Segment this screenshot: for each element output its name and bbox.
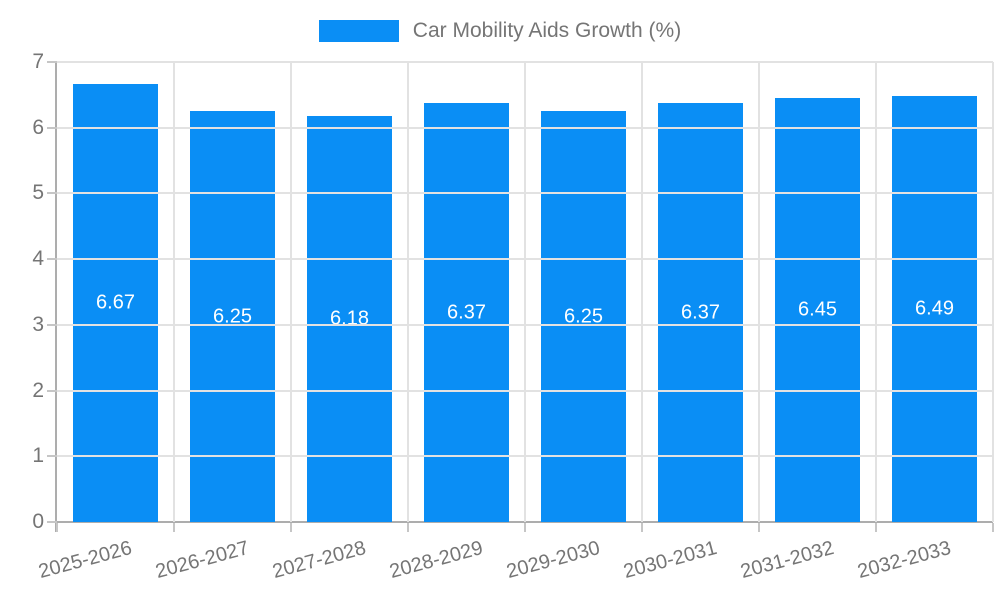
bar: 6.37 xyxy=(424,103,509,522)
bar-slot: 6.18 xyxy=(291,62,408,522)
bar: 6.37 xyxy=(658,103,743,522)
y-axis-tick xyxy=(47,192,57,195)
x-axis-line xyxy=(47,521,993,523)
bar: 6.49 xyxy=(892,95,977,522)
y-axis-tick xyxy=(47,126,57,129)
x-axis-tick-label: 2032-2033 xyxy=(855,537,954,584)
plot-area: 6.67 6.25 6.18 6.37 6.25 6.37 6.45 6.49 xyxy=(57,61,994,522)
x-axis-tick xyxy=(992,523,994,532)
y-axis-tick xyxy=(47,61,57,63)
bar: 6.67 xyxy=(73,83,158,522)
v-gridline xyxy=(407,62,409,522)
x-axis-tick-label: 2028-2029 xyxy=(387,537,486,584)
legend-label: Car Mobility Aids Growth (%) xyxy=(412,19,682,42)
y-axis-line xyxy=(55,62,57,532)
x-axis-tick-label: 2026-2027 xyxy=(153,537,252,584)
bar: 6.45 xyxy=(775,98,860,522)
x-axis-tick xyxy=(524,523,526,532)
bar-value-label: 6.25 xyxy=(213,305,252,328)
v-gridline xyxy=(173,62,175,522)
bar-slot: 6.25 xyxy=(174,62,291,522)
x-axis-tick-label: 2030-2031 xyxy=(621,537,720,584)
bar-value-label: 6.18 xyxy=(330,307,369,330)
bar: 6.25 xyxy=(190,111,275,522)
x-axis-tick-label: 2027-2028 xyxy=(270,537,369,584)
bar-value-label: 6.37 xyxy=(681,301,720,324)
bar-slot: 6.37 xyxy=(408,62,525,522)
x-axis-tick-label: 2031-2032 xyxy=(738,537,837,584)
x-axis-tick xyxy=(290,523,292,532)
y-axis-tick-label: 1 xyxy=(32,444,44,468)
y-axis-tick-label: 5 xyxy=(32,181,44,205)
y-axis-tick xyxy=(47,323,57,326)
y-axis-tick xyxy=(47,389,57,392)
bar-value-label: 6.49 xyxy=(915,297,954,320)
bar-slot: 6.45 xyxy=(759,62,876,522)
x-axis-tick xyxy=(56,523,58,532)
x-axis-tick-label: 2025-2026 xyxy=(36,537,135,584)
bar-value-label: 6.25 xyxy=(564,305,603,328)
bar: 6.25 xyxy=(541,111,626,522)
y-axis-tick-label: 7 xyxy=(32,50,44,73)
v-gridline xyxy=(290,62,292,522)
v-gridline xyxy=(758,62,760,522)
x-axis-tick xyxy=(173,523,175,532)
legend-color-swatch xyxy=(318,20,399,42)
y-axis-tick xyxy=(47,258,57,261)
v-gridline xyxy=(641,62,643,522)
y-axis-tick-label: 4 xyxy=(32,247,44,271)
bar: 6.18 xyxy=(307,115,392,522)
y-axis-tick-label: 0 xyxy=(32,510,44,533)
v-gridline xyxy=(875,62,877,522)
bar-value-label: 6.67 xyxy=(96,291,135,314)
bar-slot: 6.25 xyxy=(525,62,642,522)
bar-value-label: 6.37 xyxy=(447,301,486,324)
x-axis-tick xyxy=(641,523,643,532)
x-axis-tick-label: 2029-2030 xyxy=(504,537,603,584)
bar-value-label: 6.45 xyxy=(798,298,837,321)
bars-container: 6.67 6.25 6.18 6.37 6.25 6.37 6.45 6.49 xyxy=(57,62,993,522)
y-axis-tick-label: 6 xyxy=(32,115,44,139)
bar-slot: 6.49 xyxy=(876,62,993,522)
v-gridline xyxy=(524,62,526,522)
y-axis-tick-label: 2 xyxy=(32,378,44,402)
v-gridline xyxy=(992,62,994,522)
x-axis-tick xyxy=(758,523,760,532)
y-axis-tick xyxy=(47,455,57,458)
y-axis-tick xyxy=(47,521,57,523)
y-axis-tick-label: 3 xyxy=(32,312,44,336)
x-axis-tick xyxy=(875,523,877,532)
x-axis-tick xyxy=(407,523,409,532)
chart-legend: Car Mobility Aids Growth (%) xyxy=(0,19,1000,43)
bar-slot: 6.67 xyxy=(57,62,174,522)
bar-slot: 6.37 xyxy=(642,62,759,522)
